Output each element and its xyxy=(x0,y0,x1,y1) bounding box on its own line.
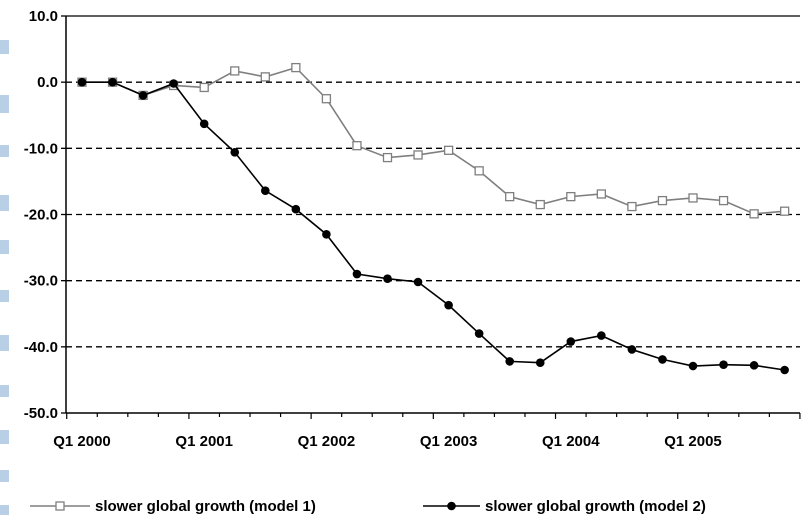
data-point xyxy=(749,361,759,370)
y-tick-label: -10.0 xyxy=(24,140,58,157)
data-point xyxy=(505,357,514,366)
data-point xyxy=(688,193,698,203)
edge-mark-6 xyxy=(0,335,9,351)
data-point xyxy=(780,206,790,216)
data-point xyxy=(261,186,270,195)
data-point xyxy=(291,204,301,214)
data-point xyxy=(77,77,87,87)
data-point xyxy=(505,191,515,202)
data-point xyxy=(597,331,606,340)
edge-mark-0 xyxy=(0,40,9,54)
series-layer xyxy=(77,62,790,375)
data-point xyxy=(444,300,453,310)
y-tick-label: -50.0 xyxy=(24,405,58,422)
x-tick-label: Q1 2003 xyxy=(420,433,478,450)
data-point xyxy=(108,77,117,87)
data-point xyxy=(719,360,728,369)
data-point xyxy=(199,119,209,129)
data-point xyxy=(657,195,668,206)
x-tick-label: Q1 2002 xyxy=(298,433,356,450)
legend-item-1: slower global growth (model 1) xyxy=(30,498,316,515)
data-point xyxy=(474,166,484,176)
legend-item-2: slower global growth (model 2) xyxy=(423,498,706,515)
x-tick-label: Q1 2000 xyxy=(53,433,111,450)
y-tick-label: -20.0 xyxy=(24,207,58,224)
data-point xyxy=(627,345,637,354)
x-tick-label: Q1 2004 xyxy=(542,433,600,450)
data-point xyxy=(138,91,148,100)
data-point xyxy=(749,209,759,219)
series-line xyxy=(82,81,785,371)
data-point xyxy=(688,361,698,371)
data-point xyxy=(566,337,576,346)
left-edge-decoration xyxy=(0,40,9,515)
edge-mark-7 xyxy=(0,385,9,397)
data-point xyxy=(352,269,362,279)
data-point xyxy=(596,189,606,199)
data-point xyxy=(443,145,454,155)
data-point xyxy=(230,148,240,157)
data-point xyxy=(566,191,576,202)
legend-label: slower global growth (model 2) xyxy=(485,498,706,515)
data-point xyxy=(199,82,209,93)
y-tick-label: -30.0 xyxy=(24,273,58,290)
data-point xyxy=(413,150,423,160)
y-tick-label: 10.0 xyxy=(29,8,58,25)
x-axis-tick-labels: Q1 2000 Q1 2001 Q1 2002 Q1 2003 Q1 2004 Q1 20… xyxy=(53,433,722,450)
data-point xyxy=(535,199,545,210)
series-line xyxy=(82,66,785,215)
data-point xyxy=(474,329,484,338)
data-point xyxy=(169,79,178,88)
legend-label: slower global growth (model 1) xyxy=(95,498,316,515)
series-2 xyxy=(77,77,789,375)
edge-mark-9 xyxy=(0,470,9,482)
data-point xyxy=(780,365,789,375)
y-tick-label: -40.0 xyxy=(24,339,58,356)
edge-mark-8 xyxy=(0,430,9,444)
y-axis-tick-labels: 10.0 0.0 -10.0 -20.0 -30.0 -40.0 -50.0 xyxy=(24,8,58,422)
gridlines xyxy=(66,81,800,348)
data-point xyxy=(230,66,240,76)
data-point xyxy=(352,141,362,151)
edge-mark-3 xyxy=(0,195,9,211)
data-point xyxy=(718,195,729,206)
edge-mark-10 xyxy=(0,505,9,515)
y-tick-label: 0.0 xyxy=(37,74,58,91)
data-point xyxy=(321,94,332,104)
legend-marker xyxy=(447,501,456,511)
edge-mark-2 xyxy=(0,145,9,157)
legend: slower global growth (model 1) slower glo… xyxy=(30,498,706,515)
x-tick-label: Q1 2005 xyxy=(664,433,722,450)
axes xyxy=(61,15,801,419)
data-point xyxy=(382,152,393,163)
edge-mark-5 xyxy=(0,290,9,302)
data-point xyxy=(413,277,423,287)
data-point xyxy=(260,72,270,82)
data-point xyxy=(627,201,637,212)
edge-mark-4 xyxy=(0,240,9,254)
data-point xyxy=(535,358,545,368)
data-point xyxy=(658,355,667,364)
data-point xyxy=(383,274,392,283)
legend-marker xyxy=(55,501,65,511)
series-1 xyxy=(77,62,790,219)
edge-mark-1 xyxy=(0,95,9,113)
data-point xyxy=(322,230,331,239)
x-tick-label: Q1 2001 xyxy=(175,433,233,450)
data-point xyxy=(291,62,301,73)
